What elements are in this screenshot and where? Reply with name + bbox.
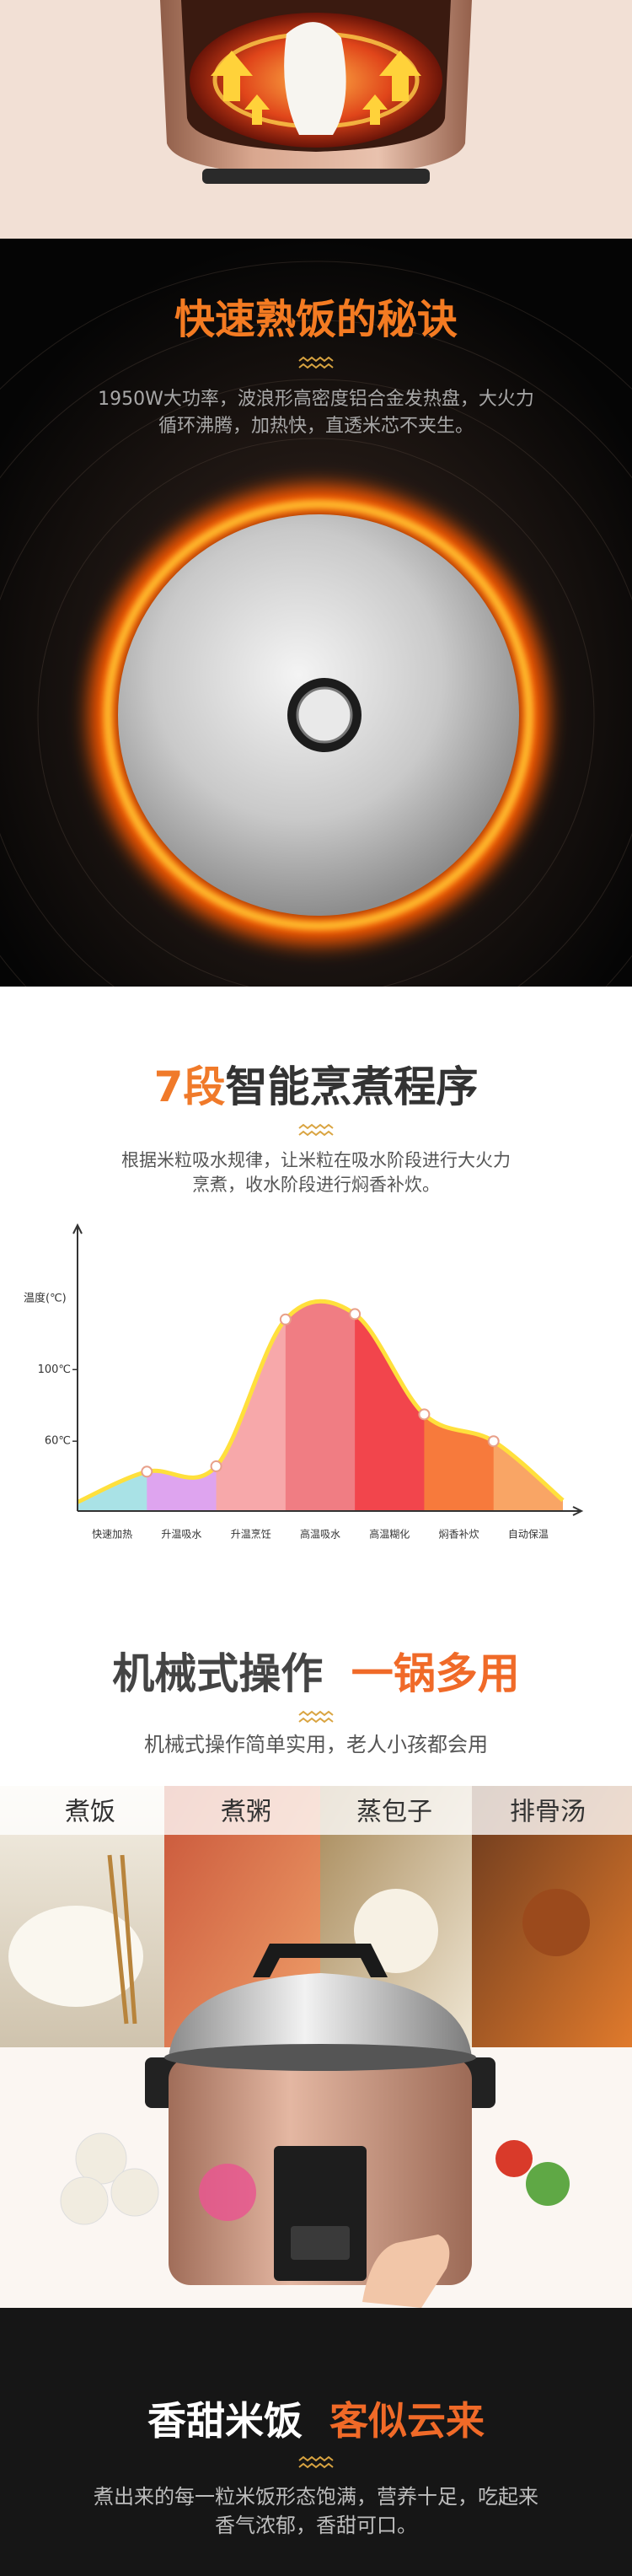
panel-label: 煮饭	[65, 1798, 115, 1827]
rice-line: 煮出来的每一粒米饭形态饱满，营养十足，吃起来	[94, 2485, 538, 2509]
rib	[522, 1889, 590, 1956]
title-highlight: 7段	[154, 1062, 226, 1111]
x-tick-label: 快速加热	[92, 1529, 132, 1541]
y-axis-label: 温度(℃)	[24, 1292, 67, 1305]
panel-label: 蒸包子	[356, 1798, 432, 1827]
cooker-base	[202, 169, 430, 184]
heat-arrow	[211, 51, 253, 101]
sticker	[199, 2164, 256, 2221]
x-tick-label: 高温糊化	[369, 1528, 410, 1541]
wave-deco	[298, 356, 334, 369]
curve-point	[418, 1408, 431, 1421]
x-axis	[78, 1506, 584, 1516]
disc-sensor	[296, 686, 353, 744]
title-highlight: 一锅多用	[351, 1649, 520, 1698]
control-panel	[274, 2146, 367, 2281]
heat-line: 1950W大功率，波浪形高密度铝合金发热盘，大火力	[98, 389, 534, 410]
program-line: 根据米粒吸水规律，让米粒在吸水阶段进行大火力	[121, 1150, 511, 1170]
program-title: 7段智能烹煮程序	[154, 1062, 479, 1111]
chopstick	[107, 1854, 129, 2025]
curve-point	[141, 1465, 153, 1478]
chopstick	[120, 1854, 137, 2025]
rice-grain	[284, 22, 346, 136]
panel-label: 煮粥	[221, 1798, 271, 1827]
title-rest: 智能烹煮程序	[225, 1062, 478, 1111]
lid-rim	[164, 2044, 476, 2071]
heat-line: 循环沸腾，加热快，直透米芯不夹生。	[158, 416, 474, 437]
bun-small	[110, 2168, 159, 2217]
title-main: 机械式操作	[112, 1649, 323, 1698]
label-band	[0, 1786, 632, 1835]
lid-handle	[253, 1944, 388, 1977]
title-highlight: 客似云来	[329, 2398, 485, 2444]
wave-deco	[298, 1710, 334, 1724]
cucumber	[526, 2162, 570, 2206]
rice-title: 香甜米饭 客似云来	[147, 2398, 485, 2444]
bun-small	[60, 2176, 109, 2225]
title-main: 香甜米饭	[147, 2398, 303, 2444]
usage-subtitle: 机械式操作简单实用，老人小孩都会用	[144, 1733, 488, 1756]
rice-bg	[0, 2308, 632, 2576]
curve-point	[279, 1313, 292, 1326]
rice-bowl	[8, 1906, 143, 2007]
wave-deco	[298, 1123, 334, 1137]
x-tick-label: 高温吸水	[300, 1528, 340, 1541]
rice-line: 香气浓郁，香甜可口。	[215, 2514, 417, 2537]
y-tick-label: 60℃	[45, 1435, 71, 1448]
program-line: 烹煮，收水阶段进行焖香补炊。	[192, 1175, 440, 1195]
usage-title: 机械式操作 一锅多用	[112, 1649, 519, 1698]
y-tick-label: 100℃	[38, 1363, 71, 1376]
x-tick-label: 自动保温	[508, 1529, 549, 1541]
heat-arrow	[379, 51, 421, 101]
panel-labels: 煮饭 煮粥 蒸包子 排骨汤	[65, 1798, 586, 1827]
x-tick-label: 升温烹饪	[231, 1528, 271, 1541]
panel-label: 排骨汤	[510, 1798, 586, 1827]
fire-ring	[104, 500, 533, 930]
curve-point	[487, 1435, 500, 1448]
temperature-curve	[76, 1299, 565, 1504]
heat-arrow	[244, 94, 270, 125]
tomato	[495, 2140, 533, 2177]
switch	[291, 2226, 350, 2260]
curve-point	[349, 1308, 362, 1320]
curve-point	[210, 1460, 222, 1472]
wave-deco	[298, 2455, 334, 2469]
cooker-lid	[169, 1973, 472, 2057]
hand	[362, 2235, 450, 2308]
y-axis	[72, 1223, 83, 1511]
x-tick-label: 焖香补炊	[439, 1528, 479, 1541]
heat-title: 快速熟饭的秘诀	[174, 296, 458, 343]
heat-arrow	[362, 94, 388, 125]
title-gap	[336, 1649, 351, 1698]
x-tick-label: 升温吸水	[161, 1529, 201, 1541]
stage-band	[285, 1301, 356, 1511]
title-gap	[316, 2398, 329, 2444]
